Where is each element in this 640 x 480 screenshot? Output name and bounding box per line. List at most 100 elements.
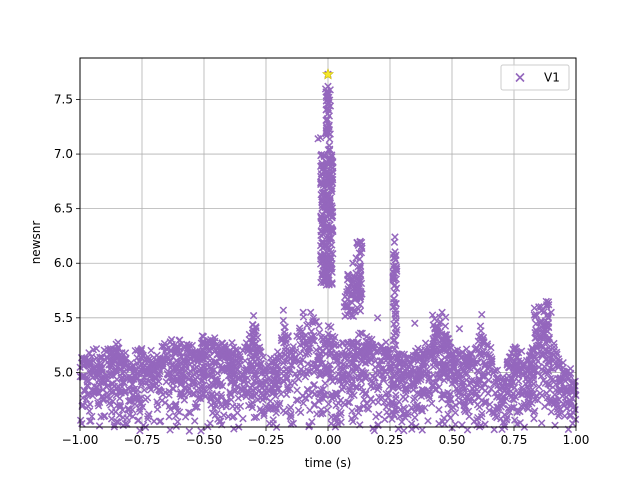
scatter-point [369, 424, 377, 432]
scatter-point [407, 420, 416, 428]
scatter-point [277, 390, 285, 398]
scatter-point [287, 410, 295, 419]
scatter-point [358, 290, 366, 298]
scatter-point [481, 362, 489, 371]
scatter-point [505, 364, 514, 372]
scatter-point [233, 374, 242, 383]
scatter-point [180, 396, 189, 404]
scatter-point [384, 389, 393, 398]
scatter-point [432, 329, 440, 338]
scatter-point [419, 360, 428, 369]
scatter-point [96, 353, 104, 362]
legend-marker-x-icon [515, 72, 525, 83]
scatter-point [86, 417, 94, 425]
scatter-point [143, 415, 152, 423]
scatter-point [490, 380, 498, 388]
scatter-point [418, 426, 426, 434]
scatter-point [464, 393, 472, 402]
scatter-point [431, 385, 439, 394]
scatter-point [391, 233, 399, 241]
scatter-point [231, 379, 239, 388]
scatter-point [550, 356, 558, 364]
scatter-point [389, 272, 398, 280]
highlight-layer [321, 68, 335, 80]
scatter-point [167, 369, 175, 378]
scatter-point [198, 383, 206, 392]
scatter-point [493, 392, 501, 400]
scatter-point [228, 366, 236, 375]
scatter-point [168, 340, 176, 349]
scatter-point [535, 382, 543, 391]
scatter-point [214, 395, 222, 404]
scatter-point [127, 358, 135, 367]
scatter-point [322, 276, 331, 284]
scatter-point [542, 355, 551, 364]
scatter-point [530, 304, 539, 312]
scatter-point [272, 409, 280, 417]
scatter-point [527, 354, 535, 362]
scatter-point [466, 398, 474, 406]
axis-ticks: −1.00 −0.75 −0.50 −0.25 0.00 0.25 0.50 0.75 1.00… [54, 92, 589, 447]
scatter-point [88, 412, 96, 421]
scatter-point [545, 347, 553, 355]
scatter-point [530, 365, 538, 373]
scatter-point [537, 419, 546, 427]
scatter-point [470, 376, 478, 385]
scatter-point [386, 364, 394, 372]
scatter-point [411, 351, 420, 360]
scatter-point [95, 376, 103, 384]
scatter-point [309, 359, 317, 367]
scatter-point [134, 416, 143, 424]
scatter-point [296, 368, 304, 377]
scatter-point [341, 400, 349, 409]
scatter-point [530, 389, 538, 398]
scatter-point [298, 332, 306, 341]
scatter-point [94, 399, 102, 407]
scatter-point [390, 411, 398, 420]
scatter-point [531, 395, 539, 404]
scatter-point [152, 356, 160, 364]
scatter-point [83, 375, 91, 384]
scatter-point [116, 354, 125, 362]
scatter-point [507, 403, 516, 412]
scatter-point [503, 413, 512, 421]
scatter-point [390, 282, 398, 290]
scatter-point [323, 406, 332, 415]
scatter-point [440, 331, 448, 340]
scatter-point [210, 358, 219, 366]
scatter-point [355, 282, 363, 290]
scatter-point [449, 364, 457, 372]
scatter-point [259, 353, 268, 361]
scatter-point [115, 411, 124, 420]
scatter-point [85, 407, 94, 415]
scatter-point [243, 374, 252, 382]
scatter-point [326, 198, 334, 207]
scatter-point [542, 297, 550, 306]
scatter-point [184, 408, 193, 417]
scatter-point [219, 411, 228, 419]
scatter-point [145, 377, 153, 386]
scatter-point [318, 210, 327, 219]
scatter-point [415, 354, 424, 362]
scatter-point [398, 373, 407, 381]
scatter-point [505, 353, 514, 361]
scatter-point [309, 316, 318, 325]
scatter-point [220, 367, 228, 375]
scatter-point [520, 399, 529, 408]
scatter-point [220, 345, 229, 353]
scatter-point [359, 402, 368, 410]
scatter-point [130, 395, 138, 403]
scatter-point [360, 342, 368, 350]
scatter-point [227, 390, 235, 398]
scatter-point [349, 259, 357, 267]
scatter-point [356, 300, 364, 309]
scatter-point [128, 406, 137, 414]
scatter-point [377, 342, 386, 351]
scatter-point [525, 397, 533, 405]
scatter-point [315, 322, 323, 330]
scatter-point [107, 401, 115, 409]
scatter-point [208, 367, 216, 375]
scatter-point [324, 91, 332, 99]
scatter-point [477, 327, 485, 335]
scatter-point [503, 358, 512, 367]
